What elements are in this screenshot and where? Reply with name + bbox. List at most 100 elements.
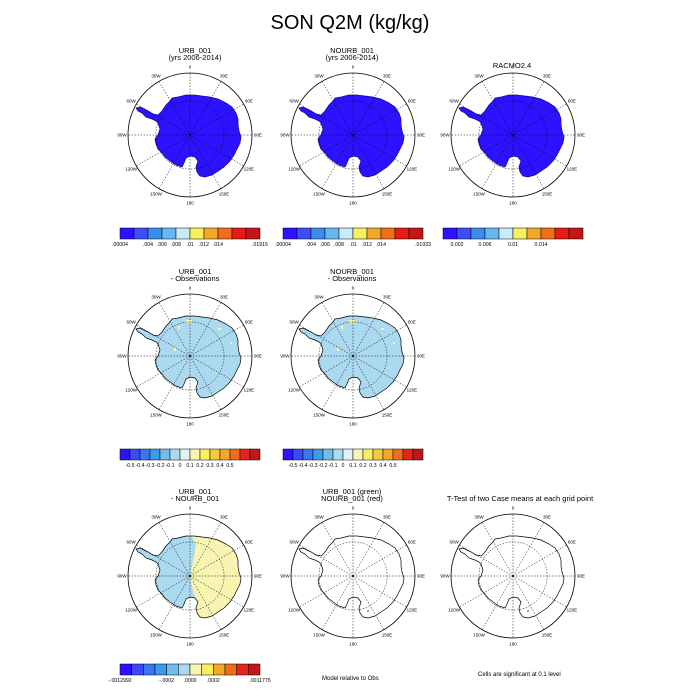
colorbar-swatch: [219, 448, 231, 461]
anomaly-patch: [341, 326, 343, 329]
colorbar-swatch: [154, 663, 167, 676]
meridian-line: [136, 355, 191, 388]
meridian-line: [158, 134, 191, 189]
colorbar-swatch: [302, 448, 314, 461]
colorbar-swatch: [322, 448, 334, 461]
longitude-label: 180: [186, 422, 194, 427]
meridian-line: [352, 522, 385, 577]
longitude-label: 90W: [440, 574, 450, 579]
colorbar-label: .014: [376, 242, 386, 248]
panel-title-line: - Observations: [327, 274, 377, 283]
map-boundary: [127, 72, 253, 198]
colorbar-swatch: [324, 227, 340, 240]
meridian-line: [158, 575, 191, 630]
polar-map-racmo: 0 30E 60E 90E 120E 150E 180 150W 120W 90W 60W 30W: [440, 65, 585, 206]
colorbar-label: .004: [143, 242, 153, 248]
longitude-label: 60W: [126, 320, 136, 325]
map-boundary: [127, 513, 253, 639]
anomaly-patch: [337, 348, 339, 351]
colorbar-label: -.0012992: [108, 678, 131, 684]
colorbar-swatch: [282, 227, 298, 240]
colorbar-label: 0.014: [535, 242, 548, 248]
longitude-label: 150W: [150, 412, 163, 417]
colorbar-swatch: [249, 448, 261, 461]
longitude-label: 90W: [280, 354, 290, 359]
meridian-line: [352, 575, 407, 608]
colorbar-swatch: [282, 448, 294, 461]
longitude-label: 30E: [543, 74, 551, 79]
map-boundary: [127, 293, 253, 419]
colorbar-label: 0.002: [451, 242, 464, 248]
colorbar-swatch: [366, 227, 382, 240]
longitude-label: 150E: [382, 632, 393, 637]
meridian-line: [299, 355, 354, 388]
colorbar-swatch: [143, 663, 156, 676]
colorbar-swatch: [442, 227, 458, 240]
longitude-label: 120E: [567, 167, 578, 172]
longitude-label: 150W: [313, 191, 326, 196]
longitude-label: 30E: [220, 295, 228, 300]
colorbar-label: -0.3: [309, 463, 318, 469]
longitude-label: 120W: [288, 388, 301, 393]
longitude-label: 30E: [383, 74, 391, 79]
colorbar-swatch: [394, 227, 410, 240]
panel-title-line: NOURB_001 (red): [321, 494, 383, 503]
longitude-label: 30E: [220, 515, 228, 520]
meridian-line: [481, 575, 514, 630]
colorbar-label: -0.2: [156, 463, 165, 469]
longitude-label: 120W: [288, 167, 301, 172]
longitude-label: 180: [186, 642, 194, 647]
panel-title-line: URB_001 (green): [322, 487, 382, 496]
panel-title-urb: URB_001 (yrs 2006-2014): [125, 47, 265, 62]
longitude-label: 60W: [449, 99, 459, 104]
meridian-line: [352, 575, 385, 630]
anomaly-patch: [218, 328, 221, 330]
colorbar-racmo: 0.002 0.006 0.01 0.014: [442, 227, 584, 248]
longitude-label: 60E: [408, 320, 416, 325]
colorbar-label: .01915: [252, 242, 268, 248]
meridian-line: [321, 355, 354, 410]
colorbar-swatch: [159, 448, 171, 461]
longitude-label: 30W: [474, 74, 484, 79]
colorbar-nourb-obs: -0.5 -0.4 -0.3 -0.2 -0.1 0 0.1 0.2 0.3 0.4 0.5: [282, 448, 424, 469]
meridian-line: [512, 103, 567, 136]
colorbar-label: .01: [349, 242, 356, 248]
meridian-line: [189, 81, 222, 136]
colorbar-label: 0.2: [196, 463, 203, 469]
colorbar-label: 0.3: [369, 463, 376, 469]
meridian-line: [352, 544, 407, 577]
colorbar-swatch: [526, 227, 542, 240]
colorbar-swatch: [296, 227, 312, 240]
colorbar-swatch: [484, 227, 500, 240]
meridian-line: [512, 134, 545, 189]
meridian-line: [512, 81, 545, 136]
meridian-line: [189, 575, 222, 630]
longitude-label: 30W: [151, 515, 161, 520]
meridian-line: [321, 134, 354, 189]
colorbar-label: .006: [157, 242, 167, 248]
longitude-label: 180: [509, 642, 517, 647]
longitude-label: 120W: [125, 388, 138, 393]
colorbar-label: 0.5: [226, 463, 233, 469]
continent-fill-negative: [136, 536, 196, 608]
colorbar-swatch: [161, 227, 177, 240]
map-boundary: [450, 72, 576, 198]
meridian-line: [189, 355, 244, 388]
colorbar-swatch: [312, 448, 324, 461]
colorbar-swatch: [229, 448, 241, 461]
panel-title-line: T-Test of two Case means at each grid po…: [446, 494, 594, 503]
longitude-label: 150E: [542, 191, 553, 196]
longitude-label: 150E: [542, 632, 553, 637]
colorbar-swatch: [139, 448, 151, 461]
colorbar-label: .0002: [207, 678, 220, 684]
longitude-label: 60W: [289, 320, 299, 325]
colorbar-label: 0: [342, 463, 345, 469]
colorbar-label: -0.1: [166, 463, 175, 469]
panel-title-green-red: URB_001 (green) NOURB_001 (red): [282, 487, 422, 503]
meridian-line: [158, 522, 191, 577]
longitude-label: 60W: [289, 99, 299, 104]
meridian-line: [352, 302, 385, 357]
panel-title-line: URB_001: [178, 487, 212, 496]
colorbar-label: .00004: [275, 242, 291, 248]
coastline: [298, 535, 405, 619]
